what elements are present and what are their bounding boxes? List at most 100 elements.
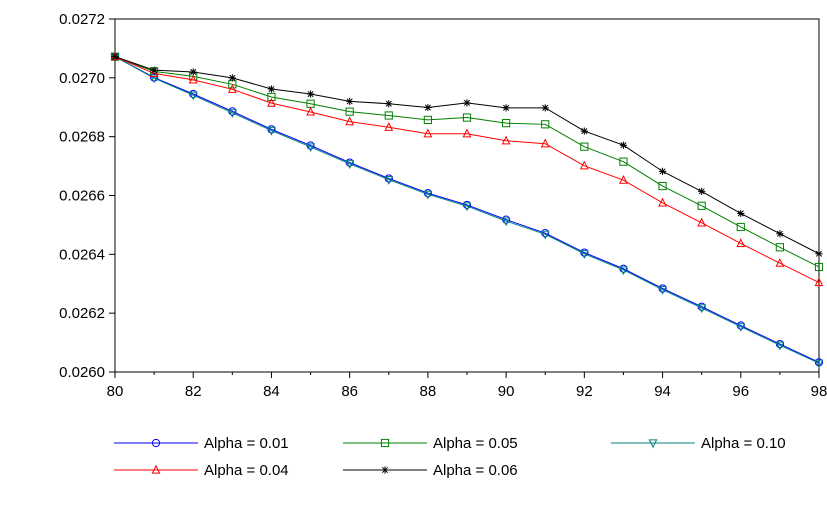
data-point [346, 97, 354, 105]
data-point [658, 284, 667, 293]
y-axis: 0.0260 0.0262 0.0264 0.0266 0.0268 0.0270 0.02… [59, 11, 115, 381]
data-point [188, 91, 198, 101]
data-point [697, 304, 707, 314]
legend-label: Alpha = 0.04 [204, 462, 289, 479]
x-tick-label: 96 [732, 383, 749, 400]
data-point [736, 238, 746, 248]
data-point [737, 209, 745, 218]
y-tick-label: 0.0266 [59, 188, 105, 205]
data-point [462, 128, 472, 138]
x-tick-label: 92 [576, 383, 593, 400]
data-point [658, 197, 667, 207]
data-point [462, 113, 472, 122]
series-line [114, 56, 820, 364]
data-point [423, 128, 433, 138]
data-point [385, 100, 393, 108]
y-tick-label: 0.0270 [59, 70, 105, 87]
data-point [227, 84, 237, 93]
data-point [697, 201, 706, 210]
data-point [619, 266, 628, 276]
data-point [775, 243, 784, 252]
data-point [267, 126, 276, 136]
data-point [579, 250, 589, 259]
data-point [502, 119, 511, 128]
data-point [228, 74, 236, 82]
y-tick-label: 0.0268 [59, 129, 105, 146]
data-point [501, 135, 511, 145]
data-point [815, 250, 823, 258]
data-point [267, 97, 276, 107]
data-point [306, 90, 315, 98]
data-point [814, 358, 824, 367]
data-point [540, 230, 550, 240]
legend-marker [380, 438, 390, 448]
x-tick-label: 82 [185, 383, 202, 400]
legend-marker [151, 438, 161, 448]
data-point [658, 167, 667, 175]
data-point [111, 53, 119, 61]
legend-item: Alpha = 0.01 [114, 435, 289, 452]
data-point [384, 111, 393, 120]
legend-item: Alpha = 0.10 [611, 435, 786, 452]
legend-label: Alpha = 0.10 [701, 435, 786, 452]
data-point [345, 107, 354, 116]
data-point [814, 277, 824, 287]
data-point [462, 202, 472, 212]
data-point [579, 160, 589, 170]
data-point [541, 104, 549, 112]
legend-marker [151, 464, 161, 474]
data-point [775, 341, 785, 351]
data-point [580, 248, 589, 257]
series-2 [110, 53, 824, 369]
legend-item: Alpha = 0.05 [343, 435, 518, 452]
data-point [814, 359, 824, 369]
data-point [501, 217, 511, 227]
data-point [384, 122, 394, 131]
data-point [306, 106, 315, 116]
x-tick-label: 94 [654, 383, 671, 400]
legend-label: Alpha = 0.01 [204, 435, 289, 452]
x-tick-label: 98 [811, 383, 827, 400]
legend-marker [381, 466, 389, 474]
data-point [227, 109, 237, 119]
data-point [306, 143, 315, 153]
data-point [540, 138, 550, 148]
data-point [541, 120, 550, 129]
data-point [776, 230, 784, 238]
x-tick-label: 84 [263, 383, 280, 400]
y-tick-label: 0.0262 [59, 305, 105, 322]
series-line [114, 56, 820, 363]
data-point [345, 160, 355, 169]
legend-item: Alpha = 0.06 [343, 462, 518, 479]
data-point [619, 141, 628, 149]
series-lines [110, 51, 824, 369]
data-point [736, 323, 746, 332]
y-tick-label: 0.0260 [59, 364, 105, 381]
y-tick-label: 0.0264 [59, 246, 105, 263]
plot-area [114, 18, 820, 373]
data-point [775, 257, 785, 267]
data-point [188, 74, 198, 84]
legend: Alpha = 0.01 Alpha = 0.05 Alpha = 0.10 Alph… [114, 435, 786, 479]
data-point [619, 157, 628, 166]
data-point [698, 187, 706, 195]
x-axis: 80 82 84 86 88 90 92 94 96 98 [107, 372, 827, 400]
data-point [384, 176, 394, 185]
x-tick-label: 80 [107, 383, 124, 400]
x-tick-label: 86 [341, 383, 358, 400]
data-point [697, 217, 707, 227]
data-point [267, 85, 276, 93]
data-point [149, 68, 159, 78]
series-line [114, 56, 820, 284]
data-point [580, 142, 589, 151]
data-point [189, 68, 197, 76]
legend-label: Alpha = 0.05 [433, 435, 518, 452]
x-tick-label: 90 [498, 383, 515, 400]
data-point [619, 174, 628, 184]
data-point [736, 222, 745, 232]
data-point [424, 103, 432, 112]
legend-label: Alpha = 0.06 [433, 462, 518, 479]
data-point [423, 115, 432, 124]
data-point [267, 92, 276, 102]
